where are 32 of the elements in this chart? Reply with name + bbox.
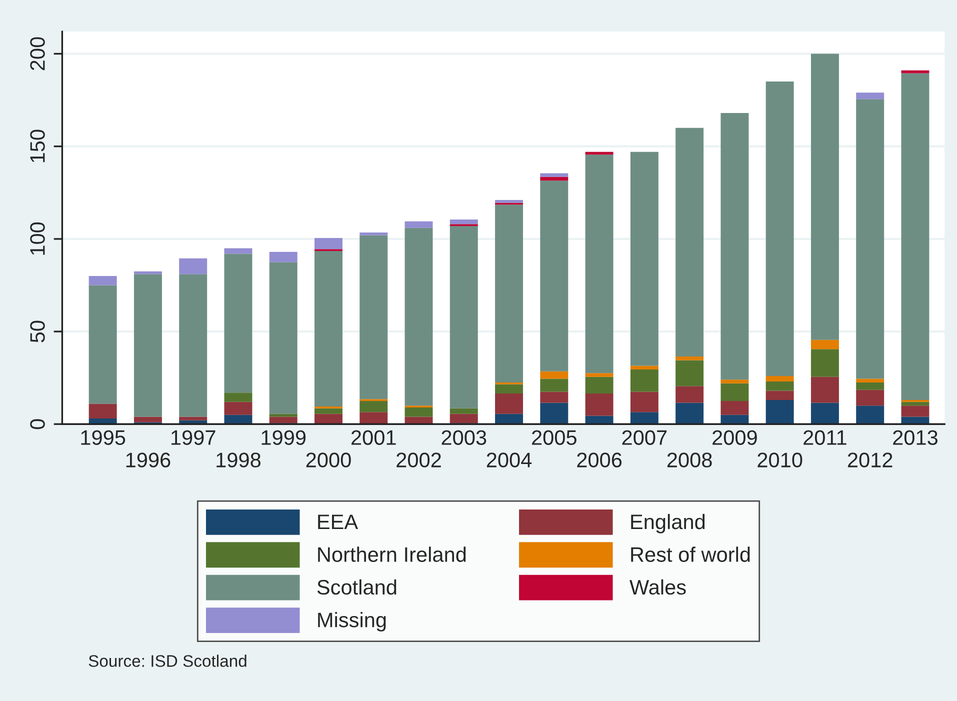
source-note: Source: ISD Scotland (88, 654, 246, 667)
x-tick-label: 2009 (712, 430, 757, 445)
x-tick-label: 2003 (442, 430, 486, 445)
y-tick-label: 100 (30, 222, 45, 255)
y-tick-label: 50 (30, 320, 45, 342)
x-tick-label: 2006 (577, 452, 622, 468)
x-tick-label: 2002 (396, 452, 441, 468)
x-tick-label: 2013 (893, 430, 938, 445)
legend-label: Scotland (317, 579, 396, 595)
x-tick-label: 1995 (81, 430, 126, 445)
x-tick-label: 2001 (352, 430, 396, 445)
y-tick-label: 0 (30, 419, 45, 430)
x-tick-label: 2005 (532, 430, 576, 445)
x-tick-label: 2012 (848, 452, 892, 468)
x-tick-label: 2007 (622, 430, 667, 445)
legend-label: Missing (318, 612, 386, 632)
legend-label: Wales (630, 579, 686, 595)
x-tick-label: 2004 (486, 452, 532, 468)
legend-label: Rest of world (631, 546, 750, 562)
x-tick-label: 1999 (262, 430, 306, 445)
x-tick-label: 2008 (667, 452, 712, 468)
legend-label: Northern Ireland (318, 546, 466, 562)
x-tick-label: 2000 (306, 452, 351, 468)
x-tick-label: 1998 (216, 452, 260, 468)
x-tick-label: 1996 (126, 452, 170, 468)
legend-label: England (631, 514, 705, 534)
y-tick-label: 200 (30, 37, 45, 70)
x-tick-label: 2010 (758, 452, 802, 468)
x-tick-label: 2011 (804, 430, 846, 445)
legend-label: EEA (318, 514, 358, 530)
x-tick-label: 1997 (172, 430, 216, 445)
y-tick-label: 150 (30, 130, 45, 162)
